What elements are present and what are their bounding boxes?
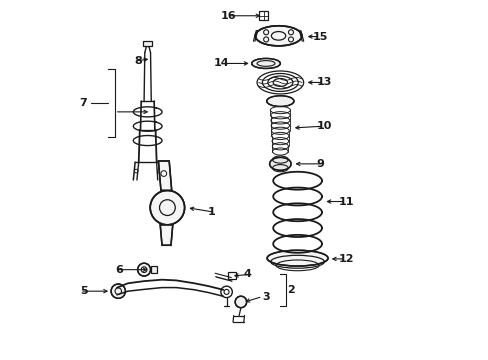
Text: 6: 6 xyxy=(115,265,123,275)
Polygon shape xyxy=(160,225,172,245)
Text: 15: 15 xyxy=(312,32,327,41)
Bar xyxy=(150,266,157,273)
Text: 16: 16 xyxy=(220,11,235,21)
Circle shape xyxy=(111,284,125,298)
Bar xyxy=(143,41,152,46)
Text: 2: 2 xyxy=(287,285,295,295)
Text: 9: 9 xyxy=(316,159,324,169)
Circle shape xyxy=(137,263,150,276)
Ellipse shape xyxy=(251,58,280,68)
Text: 1: 1 xyxy=(207,207,215,217)
Text: 5: 5 xyxy=(80,286,87,296)
Bar xyxy=(228,272,236,279)
Text: 12: 12 xyxy=(338,254,353,264)
Text: 11: 11 xyxy=(338,197,353,207)
Ellipse shape xyxy=(255,26,301,46)
Circle shape xyxy=(150,190,184,225)
Polygon shape xyxy=(158,161,171,190)
Text: 8: 8 xyxy=(134,56,142,66)
Ellipse shape xyxy=(266,96,293,107)
Text: 13: 13 xyxy=(316,77,331,87)
Text: 10: 10 xyxy=(316,121,331,131)
Text: 7: 7 xyxy=(80,98,87,108)
Bar xyxy=(258,11,267,21)
Circle shape xyxy=(235,296,246,308)
Text: 3: 3 xyxy=(262,292,269,302)
Text: 14: 14 xyxy=(213,58,229,68)
Ellipse shape xyxy=(266,250,327,266)
Ellipse shape xyxy=(269,157,290,170)
Text: 4: 4 xyxy=(244,269,251,279)
